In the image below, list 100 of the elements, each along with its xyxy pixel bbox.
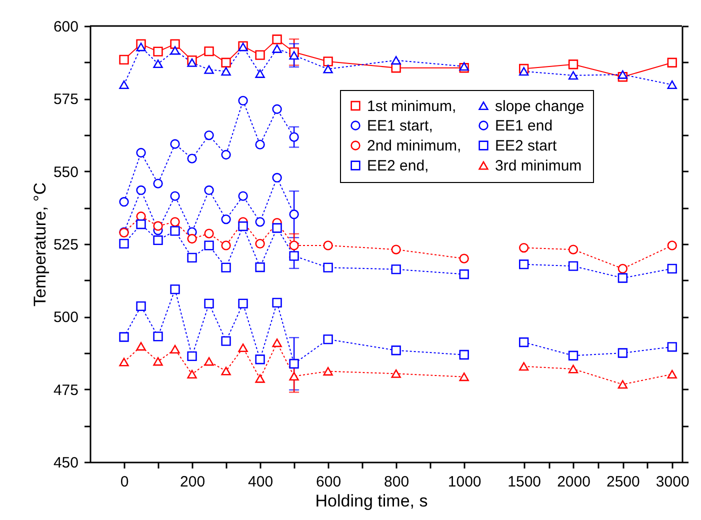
point bbox=[391, 264, 401, 274]
point bbox=[289, 240, 299, 250]
point bbox=[221, 214, 231, 224]
point bbox=[119, 54, 129, 65]
point bbox=[568, 261, 578, 271]
point bbox=[272, 44, 282, 53]
point bbox=[170, 217, 180, 227]
point bbox=[519, 260, 529, 270]
point bbox=[136, 42, 146, 52]
point bbox=[221, 240, 231, 250]
point bbox=[289, 132, 299, 142]
x-axis-title: Holding time, s bbox=[315, 492, 428, 510]
y-tick-label: 575 bbox=[53, 91, 78, 108]
point bbox=[187, 370, 197, 378]
point bbox=[323, 64, 333, 74]
point bbox=[170, 46, 180, 55]
point bbox=[289, 372, 299, 381]
point bbox=[204, 228, 214, 238]
point bbox=[289, 358, 299, 369]
point bbox=[204, 357, 214, 366]
point bbox=[568, 244, 578, 254]
point bbox=[618, 273, 628, 283]
point bbox=[568, 60, 578, 70]
point bbox=[255, 262, 265, 272]
point bbox=[238, 96, 248, 106]
point bbox=[618, 70, 628, 79]
point bbox=[204, 185, 214, 196]
point bbox=[136, 342, 146, 351]
legend-label: 3rd minimum bbox=[495, 158, 582, 174]
x-tick-label: 2000 bbox=[557, 474, 590, 490]
point bbox=[459, 350, 469, 360]
point bbox=[153, 235, 163, 246]
x-tick-label: 1000 bbox=[448, 474, 482, 490]
legend-label: slope change bbox=[495, 98, 584, 115]
x-tick-label: 1500 bbox=[508, 474, 542, 490]
point bbox=[119, 238, 129, 249]
point bbox=[255, 238, 265, 249]
point bbox=[170, 226, 180, 236]
legend-label: 1st minimum, bbox=[367, 98, 456, 115]
point bbox=[618, 264, 628, 274]
x-tick-label: 2500 bbox=[606, 474, 640, 490]
point bbox=[255, 50, 265, 60]
point bbox=[519, 67, 529, 76]
point bbox=[153, 332, 163, 342]
point bbox=[272, 34, 282, 44]
point bbox=[221, 150, 231, 160]
y-tick-label: 600 bbox=[53, 18, 78, 36]
point bbox=[136, 301, 146, 312]
point bbox=[618, 348, 628, 358]
point bbox=[289, 51, 299, 60]
point bbox=[667, 370, 677, 378]
point bbox=[272, 172, 282, 183]
point bbox=[323, 334, 333, 344]
point bbox=[204, 130, 214, 140]
point bbox=[221, 262, 231, 272]
point bbox=[136, 185, 146, 196]
point bbox=[153, 178, 163, 188]
point bbox=[459, 269, 469, 280]
point bbox=[221, 366, 231, 376]
point bbox=[221, 58, 231, 68]
point bbox=[187, 154, 197, 164]
point bbox=[238, 191, 248, 201]
point bbox=[519, 242, 529, 253]
point bbox=[204, 65, 214, 74]
point bbox=[255, 374, 265, 383]
x-tick-label: 600 bbox=[316, 474, 342, 490]
legend-label: EE2 start bbox=[495, 138, 558, 154]
point bbox=[667, 58, 677, 68]
point bbox=[238, 221, 248, 232]
point bbox=[323, 262, 333, 272]
point bbox=[187, 351, 197, 362]
legend-label: EE2 end, bbox=[367, 158, 429, 174]
point bbox=[136, 148, 146, 158]
point bbox=[187, 252, 197, 262]
y-tick-label: 475 bbox=[53, 382, 78, 399]
point bbox=[221, 336, 231, 346]
point bbox=[170, 39, 180, 49]
y-tick-label: 550 bbox=[53, 164, 78, 181]
x-tick-label: 800 bbox=[384, 474, 410, 490]
legend-label: EE1 start, bbox=[367, 118, 433, 134]
point bbox=[170, 284, 180, 294]
point bbox=[221, 67, 231, 76]
point bbox=[667, 342, 677, 352]
x-tick-label: 200 bbox=[180, 474, 206, 490]
y-axis-title: Temperature, °C bbox=[30, 182, 50, 306]
point bbox=[136, 219, 146, 230]
point bbox=[272, 104, 282, 114]
x-tick-label: 3000 bbox=[656, 474, 690, 490]
point bbox=[119, 80, 129, 89]
point bbox=[204, 298, 214, 308]
point bbox=[568, 71, 578, 80]
point bbox=[272, 298, 282, 308]
point bbox=[459, 254, 469, 264]
point bbox=[391, 346, 401, 356]
point bbox=[323, 56, 333, 66]
point bbox=[519, 362, 529, 371]
point bbox=[519, 337, 529, 348]
point bbox=[170, 344, 180, 354]
legend-label: EE1 end bbox=[495, 118, 553, 134]
point bbox=[323, 240, 333, 250]
